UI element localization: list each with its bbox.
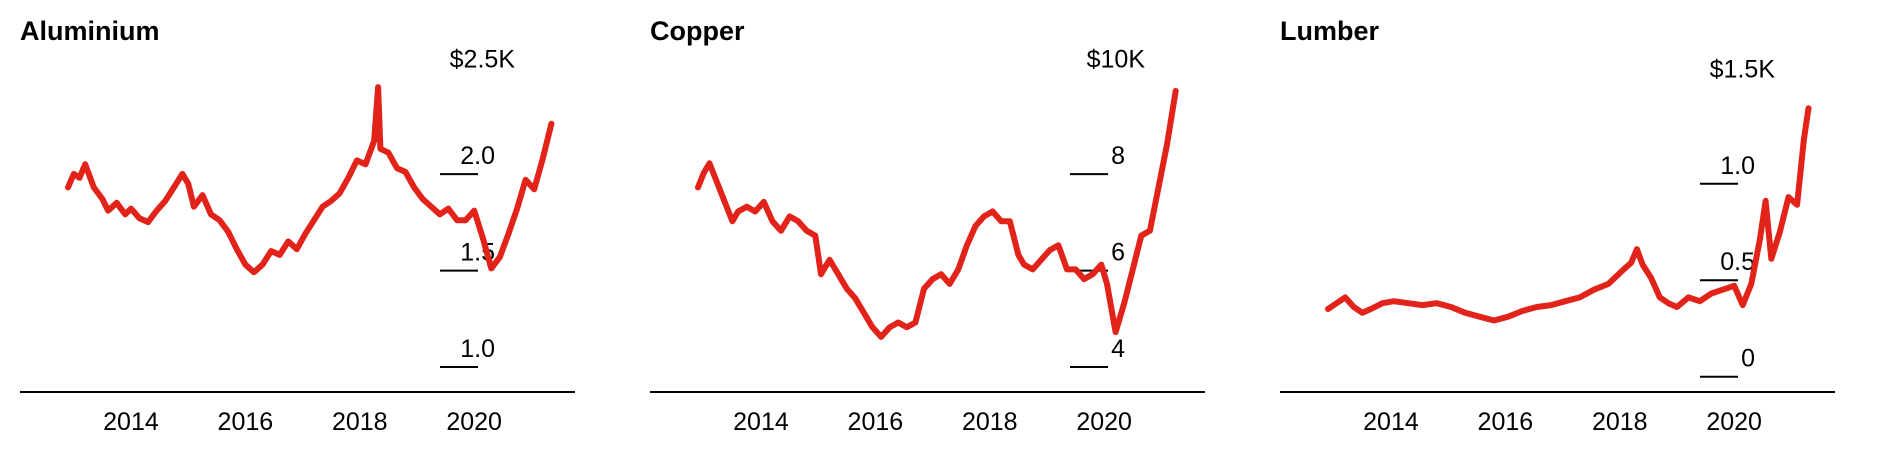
aluminium-xtick-label: 2014 [103, 408, 159, 436]
aluminium-price-line [65, 84, 555, 276]
lumber-xtick-label: 2014 [1363, 408, 1419, 436]
lumber-xtick-label: 2016 [1478, 408, 1534, 436]
lumber-xtick-label: 2020 [1706, 408, 1762, 436]
aluminium-xtick-label: 2018 [332, 408, 388, 436]
aluminium-title: Aluminium [20, 16, 160, 46]
lumber-ytick-label: 1.0 [1720, 152, 1755, 180]
lumber-price-line [1325, 105, 1812, 324]
copper-ytick-label: 6 [1111, 239, 1125, 267]
lumber-ytick-label: 0.5 [1720, 248, 1755, 276]
lumber-ytick-label: 0 [1741, 345, 1755, 373]
copper-xtick-label: 2016 [848, 408, 904, 436]
copper-price-line [695, 87, 1179, 340]
aluminium-xtick-label: 2020 [446, 408, 502, 436]
copper-xtick-label: 2020 [1076, 408, 1132, 436]
lumber-chart-svg: Lumber 0 0.5 1.0 $1.5K 2014 2016 2018 2020 [1280, 16, 1835, 436]
copper-chart: Copper 4 6 8 $10K 2014 2016 2018 2020 [650, 0, 1250, 460]
aluminium-ytick-label: 2.0 [460, 142, 495, 170]
aluminium-chart: Aluminium 1.0 1.5 2.0 $2.5K 2014 2016 2018 2020 [20, 0, 620, 460]
copper-ytick-label: 8 [1111, 142, 1125, 170]
lumber-xtick-label: 2018 [1592, 408, 1648, 436]
aluminium-ytick-label: $2.5K [450, 46, 516, 74]
aluminium-ytick-label: 1.0 [460, 335, 495, 363]
copper-xtick-label: 2018 [962, 408, 1018, 436]
copper-ytick-label: $10K [1087, 46, 1146, 74]
lumber-ytick-label: $1.5K [1710, 55, 1776, 83]
copper-ytick-label: 4 [1111, 335, 1125, 363]
lumber-chart: Lumber 0 0.5 1.0 $1.5K 2014 2016 2018 2020 [1280, 0, 1880, 460]
lumber-title: Lumber [1280, 16, 1380, 46]
aluminium-xtick-label: 2016 [218, 408, 274, 436]
copper-title: Copper [650, 16, 745, 46]
copper-xtick-label: 2014 [733, 408, 789, 436]
copper-chart-svg: Copper 4 6 8 $10K 2014 2016 2018 2020 [650, 16, 1205, 436]
